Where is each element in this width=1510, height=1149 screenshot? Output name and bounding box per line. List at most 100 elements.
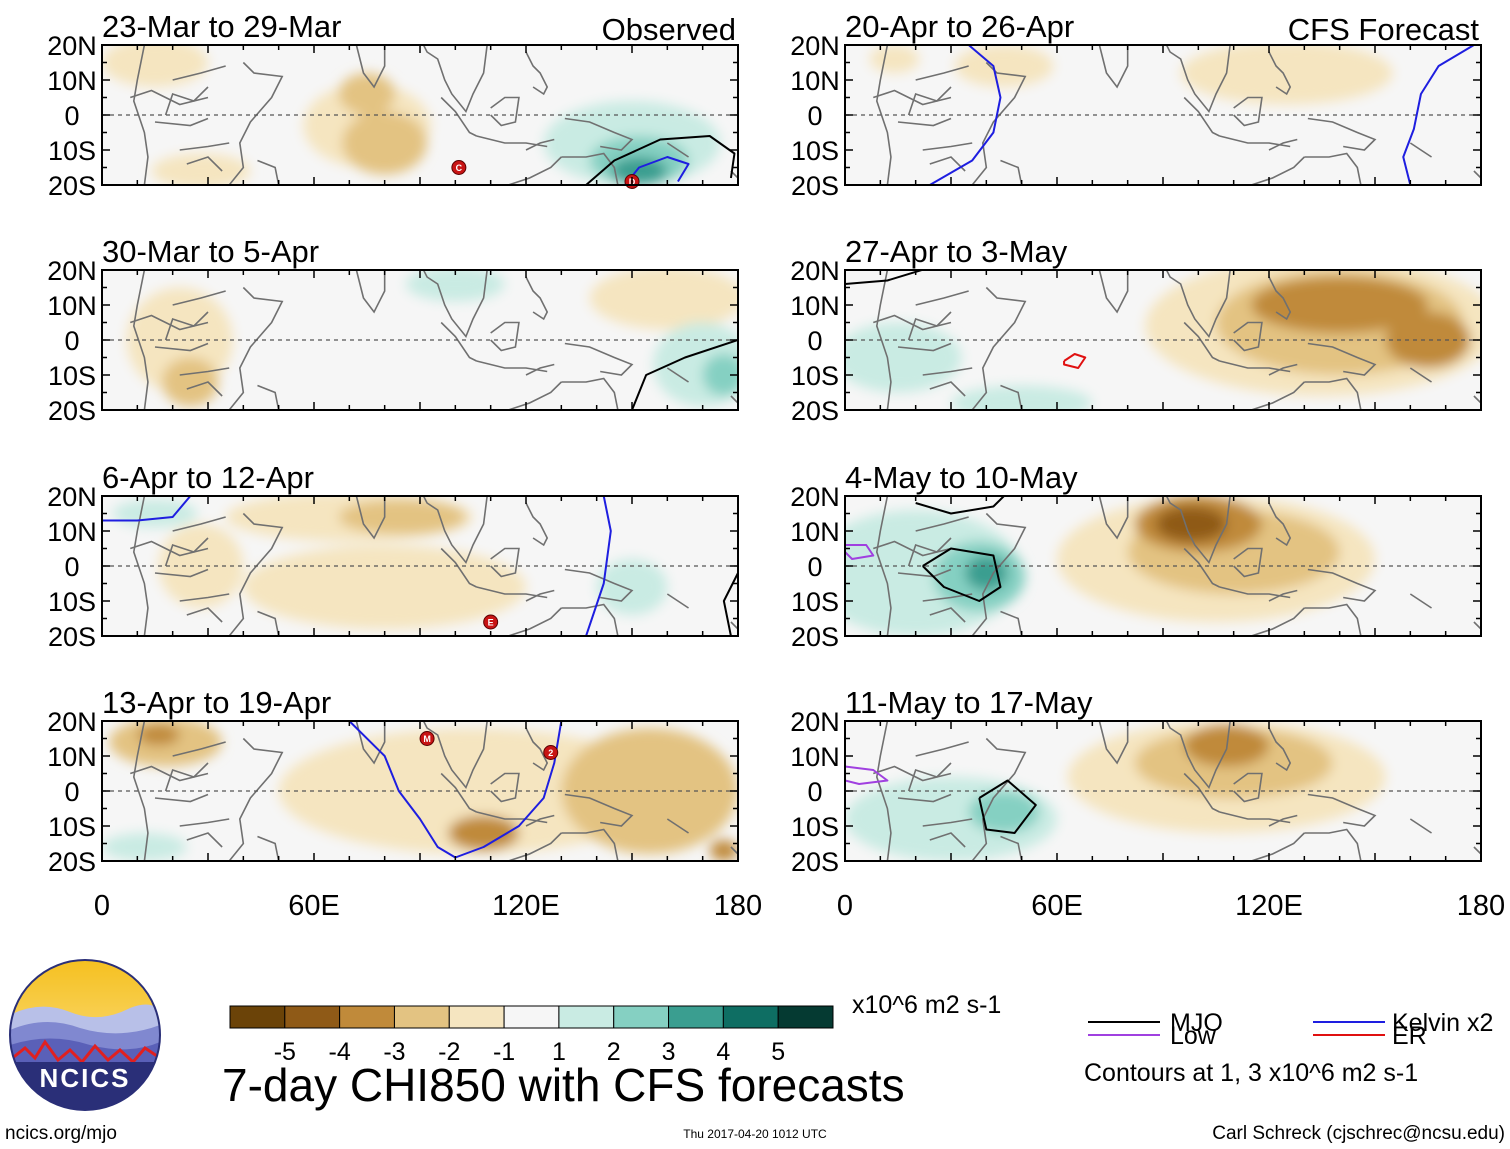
anomaly-neg4 [1155,506,1227,542]
coastlines [873,270,1481,410]
coastline [422,45,488,114]
anomaly-pos2 [702,354,738,396]
coastline [490,547,520,578]
coastline [564,342,634,376]
wave-contours [845,765,1037,834]
anomaly-neg1 [151,153,251,185]
storm-marker [543,745,559,760]
coastlines [873,721,1481,861]
storm-marker [419,731,435,746]
ncics-logo-text: NCICS [40,1063,131,1093]
lat-label: 10N [790,742,840,772]
anomaly-shading [869,45,1393,105]
wave-contours [631,339,738,410]
coastline [971,512,1027,636]
lat-label: 0 [64,777,79,807]
coastline [1409,818,1432,834]
lon-label: 180 [1457,890,1505,922]
coastline [228,737,284,861]
lat-label: 20S [48,171,96,201]
ncics-logo: NCICS [9,959,161,1111]
coastline [257,384,280,410]
colorbar-tick-label: -1 [493,1038,515,1066]
colorbar-swatch-pos1 [558,1005,615,1029]
mjo-contour [978,779,1037,834]
coastline [303,721,386,765]
coastline [1251,156,1305,185]
coastline [186,607,223,623]
coastline [130,89,209,106]
coastline [257,835,280,861]
lat-label: 10S [791,587,839,617]
coastline [172,290,226,306]
coastline [164,311,209,341]
lat-label: 20N [790,482,840,512]
anomaly-pos1 [845,322,962,393]
coastline [422,721,488,790]
coastline [1165,270,1231,339]
coastline [172,516,226,532]
coastline [1183,321,1220,362]
coastline [228,286,284,410]
coastline [873,89,952,106]
coastline [907,537,952,567]
coastline [303,270,386,314]
lat-label: 10N [790,517,840,547]
anomaly-neg1 [869,45,920,73]
coastline [525,727,549,772]
coastline [915,290,969,306]
mjo-contour [722,572,738,636]
colorbar-swatch-neg4 [284,1005,341,1029]
coastline [508,381,562,410]
coastline [164,86,209,116]
anomaly-neg3 [709,840,738,861]
panel-corner-label: CFS Forecast [1288,12,1480,47]
lat-label: 20N [47,482,97,512]
storm-marker [483,614,499,630]
legend-contours-note: Contours at 1, 3 x10^6 m2 s-1 [1084,1059,1418,1087]
coastline [1307,117,1377,151]
anomaly-neg3 [448,815,519,851]
coastline [1473,621,1481,630]
lon-label: 120E [492,890,560,922]
panel-title: 4-May to 10-May [845,460,1078,495]
anomaly-neg2 [342,111,428,175]
anomaly-neg3 [1251,277,1428,333]
panel-corner-label: Observed [602,12,736,47]
coastline [1046,270,1129,314]
coastline [897,117,952,127]
coastline [1473,846,1481,855]
coastline [1000,835,1023,861]
coastline [1046,721,1129,765]
tropical-storm-icon: E [483,614,499,630]
storm-marker [451,160,467,175]
coastline [730,395,738,404]
coastline [1473,170,1481,179]
kelvin-contour [624,156,690,185]
coastline [666,142,689,158]
anomaly-pos1 [102,833,187,861]
lat-label: 10S [48,812,96,842]
lat-label: 20S [791,396,839,426]
coastline [422,496,488,565]
lon-label: 0 [94,890,110,922]
lat-label: 20S [48,622,96,652]
coastline [1268,138,1298,151]
kelvin-contour [929,45,1002,185]
coastline [1046,496,1129,540]
coastline [666,593,689,609]
coastline [508,607,562,636]
anomaly-neg1 [102,45,208,87]
coastline [154,342,209,352]
coastline [1165,496,1231,565]
lat-label: 10S [48,361,96,391]
lat-label: 0 [64,552,79,582]
coastlines [130,496,738,636]
wave-contours [845,496,1005,602]
coastline [1304,152,1362,185]
storm-label: E [488,618,494,628]
coastline [897,342,952,352]
